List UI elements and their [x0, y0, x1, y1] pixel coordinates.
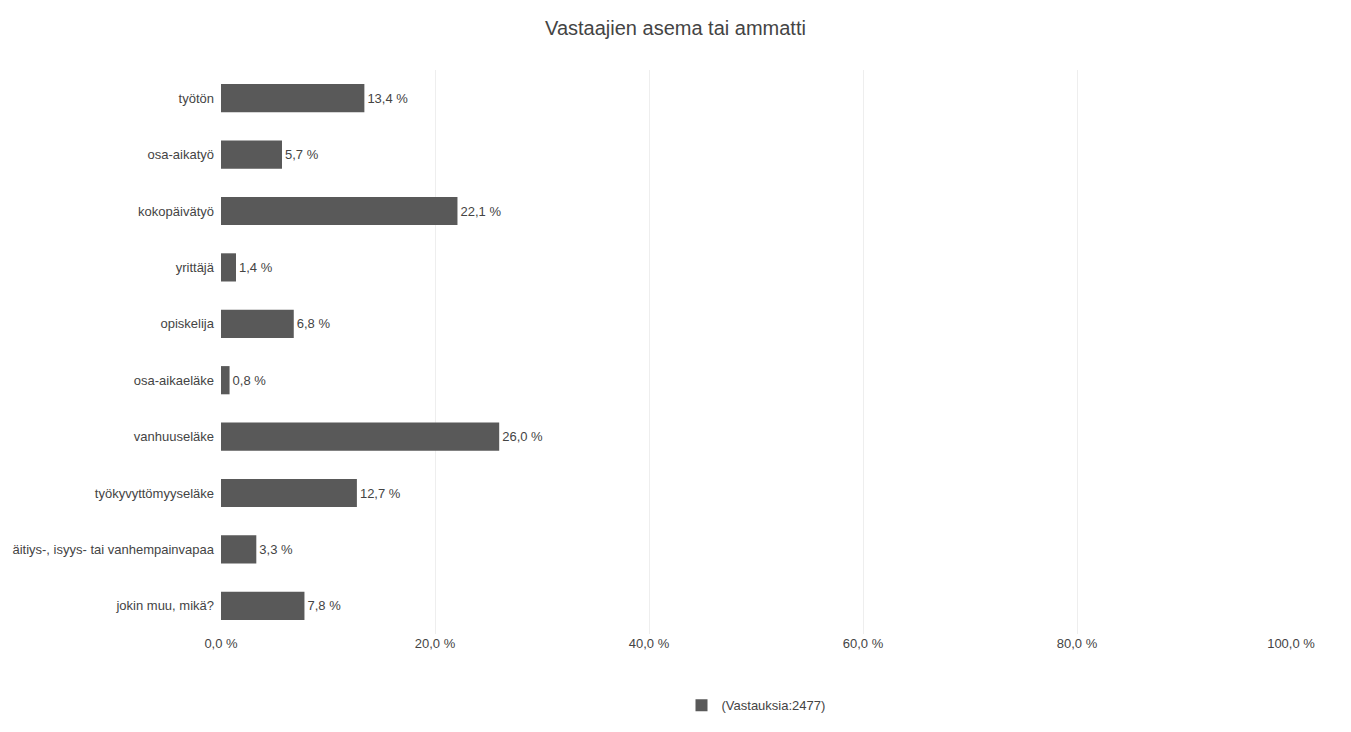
svg-text:(Vastauksia:2477): (Vastauksia:2477) [722, 698, 826, 713]
svg-text:26,0 %: 26,0 % [502, 429, 543, 444]
svg-text:6,8 %: 6,8 % [297, 316, 331, 331]
svg-text:80,0 %: 80,0 % [1057, 636, 1098, 651]
svg-text:40,0 %: 40,0 % [629, 636, 670, 651]
svg-text:äitiys-, isyys- tai vanhempain: äitiys-, isyys- tai vanhempainvapaa [12, 542, 214, 557]
svg-text:yrittäjä: yrittäjä [176, 260, 215, 275]
svg-text:20,0 %: 20,0 % [415, 636, 456, 651]
svg-text:22,1 %: 22,1 % [460, 204, 501, 219]
svg-text:työtön: työtön [179, 91, 214, 106]
svg-text:12,7 %: 12,7 % [360, 486, 401, 501]
svg-text:työkyvyttömyyseläke: työkyvyttömyyseläke [95, 486, 214, 501]
svg-text:jokin muu, mikä?: jokin muu, mikä? [115, 598, 214, 613]
svg-text:13,4 %: 13,4 % [367, 91, 408, 106]
svg-text:60,0 %: 60,0 % [843, 636, 884, 651]
svg-text:Vastaajien asema tai ammatti: Vastaajien asema tai ammatti [545, 17, 806, 39]
svg-text:7,8 %: 7,8 % [307, 598, 341, 613]
svg-text:kokopäivätyö: kokopäivätyö [138, 204, 214, 219]
svg-text:1,4 %: 1,4 % [239, 260, 273, 275]
svg-text:opiskelija: opiskelija [161, 316, 215, 331]
svg-text:3,3 %: 3,3 % [259, 542, 293, 557]
svg-text:0,0 %: 0,0 % [204, 636, 238, 651]
svg-text:osa-aikatyö: osa-aikatyö [148, 147, 214, 162]
svg-text:vanhuuseläke: vanhuuseläke [134, 429, 214, 444]
svg-text:5,7 %: 5,7 % [285, 147, 319, 162]
svg-text:100,0 %: 100,0 % [1267, 636, 1315, 651]
svg-text:0,8 %: 0,8 % [233, 373, 267, 388]
svg-text:osa-aikaeläke: osa-aikaeläke [134, 373, 214, 388]
